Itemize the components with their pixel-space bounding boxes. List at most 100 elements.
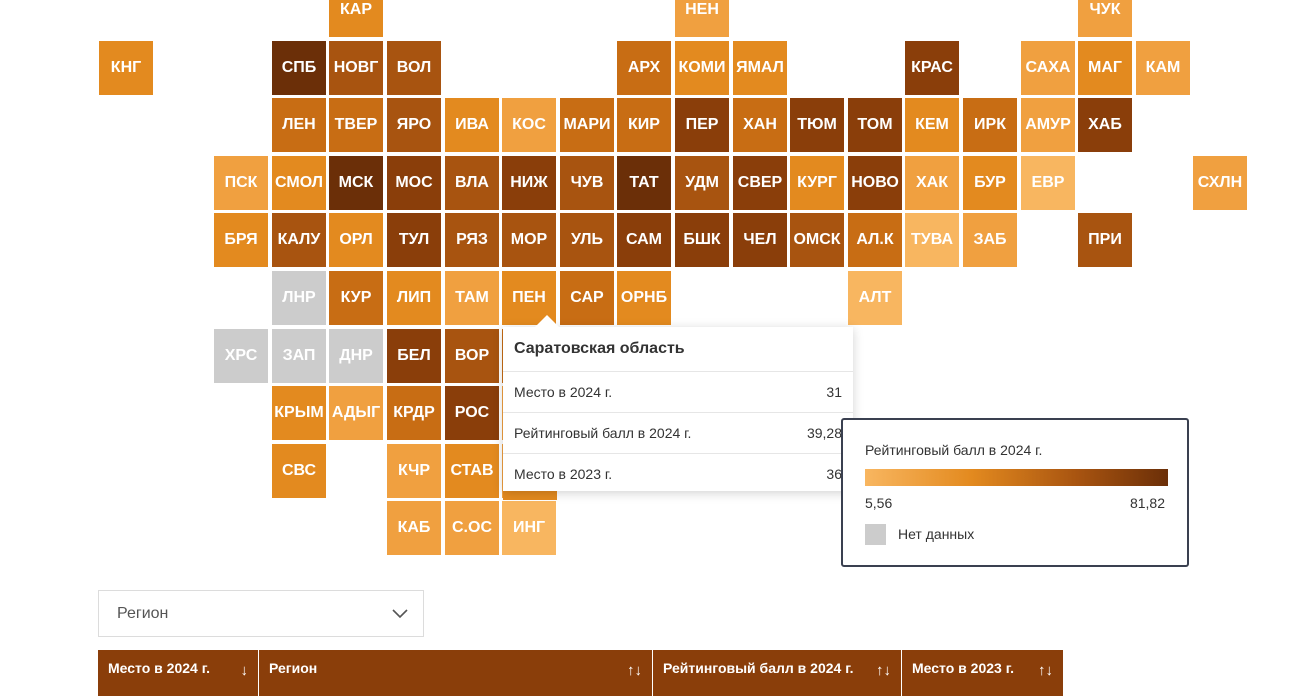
region-tile[interactable]: НЕН	[675, 0, 729, 37]
column-header-rank-2024[interactable]: Место в 2024 г. ↓	[98, 650, 259, 696]
tooltip-row-value: 39,28	[806, 425, 842, 441]
region-tile[interactable]: ЧУВ	[560, 156, 614, 210]
region-tile[interactable]: СМОЛ	[272, 156, 326, 210]
region-tile[interactable]: ЗАП	[272, 329, 326, 383]
region-tile[interactable]: ИНГ	[502, 501, 556, 555]
tooltip-row-rank-2024: Место в 2024 г. 31	[503, 371, 853, 412]
region-tile[interactable]: МАГ	[1078, 41, 1132, 95]
region-tile[interactable]: ЕВР	[1021, 156, 1075, 210]
region-tile[interactable]: НОВО	[848, 156, 902, 210]
region-tile[interactable]: БЕЛ	[387, 329, 441, 383]
region-tile[interactable]: ПСК	[214, 156, 268, 210]
region-tile[interactable]: САХА	[1021, 41, 1075, 95]
region-tile[interactable]: ХАК	[905, 156, 959, 210]
region-tile[interactable]: КАБ	[387, 501, 441, 555]
region-tile[interactable]: МСК	[329, 156, 383, 210]
region-tile[interactable]: ТОМ	[848, 98, 902, 152]
column-header-score-2024[interactable]: Рейтинговый балл в 2024 г. ↑↓	[653, 650, 902, 696]
region-tile[interactable]: САР	[558, 269, 616, 327]
region-tile[interactable]: КРДР	[387, 386, 441, 440]
tooltip-arrow	[535, 315, 559, 327]
region-tile[interactable]: ЯРО	[387, 98, 441, 152]
region-tile[interactable]: ТУЛ	[387, 213, 441, 267]
region-tile[interactable]: СТАВ	[445, 444, 499, 498]
region-tile[interactable]: ОРНБ	[617, 271, 671, 325]
region-tile[interactable]: ЛИП	[387, 271, 441, 325]
region-tile[interactable]: АРХ	[617, 41, 671, 95]
region-tile[interactable]: ЯМАЛ	[733, 41, 787, 95]
region-tile[interactable]: ТУВА	[905, 213, 959, 267]
region-tile[interactable]: СВС	[272, 444, 326, 498]
region-tile[interactable]: ЗАБ	[963, 213, 1017, 267]
region-tile[interactable]: ЧУК	[1078, 0, 1132, 37]
region-tile[interactable]: НИЖ	[502, 156, 556, 210]
region-tile[interactable]: МОС	[387, 156, 441, 210]
region-tile[interactable]: ВОР	[445, 329, 499, 383]
region-tile[interactable]: ВЛА	[445, 156, 499, 210]
region-tile[interactable]: ТАТ	[617, 156, 671, 210]
region-tile[interactable]: МАРИ	[560, 98, 614, 152]
region-tile-partial[interactable]	[503, 490, 557, 500]
region-tile[interactable]: КРЫМ	[272, 386, 326, 440]
region-tile[interactable]: ТАМ	[445, 271, 499, 325]
region-tile[interactable]: ПЕР	[675, 98, 729, 152]
region-tile[interactable]: САМ	[617, 213, 671, 267]
region-tile[interactable]: ХАН	[733, 98, 787, 152]
region-tile[interactable]: ДНР	[329, 329, 383, 383]
region-tile[interactable]: КРАС	[905, 41, 959, 95]
region-tile[interactable]: УДМ	[675, 156, 729, 210]
legend-min-value: 5,56	[865, 495, 893, 511]
sort-toggle-icon: ↑↓	[876, 661, 891, 679]
sort-toggle-icon: ↑↓	[627, 661, 642, 679]
map-legend: Рейтинговый балл в 2024 г. 5,56 81,82 Не…	[841, 418, 1189, 567]
region-tile[interactable]: АЛ.К	[848, 213, 902, 267]
region-tile[interactable]: ОРЛ	[329, 213, 383, 267]
region-tile[interactable]: БРЯ	[214, 213, 268, 267]
region-tile[interactable]: БУР	[963, 156, 1017, 210]
region-tile[interactable]: УЛЬ	[560, 213, 614, 267]
region-tile[interactable]: С.ОС	[445, 501, 499, 555]
region-select[interactable]: Регион	[98, 590, 424, 637]
region-tile[interactable]: БШК	[675, 213, 729, 267]
region-tile[interactable]: СХЛН	[1193, 156, 1247, 210]
region-tile[interactable]: РОС	[445, 386, 499, 440]
sort-desc-icon: ↓	[240, 661, 249, 679]
legend-max-value: 81,82	[1129, 495, 1165, 511]
column-header-rank-2023[interactable]: Место в 2023 г. ↑↓	[902, 650, 1063, 696]
region-tile[interactable]: КУРГ	[790, 156, 844, 210]
region-tile[interactable]: АДЫГ	[329, 386, 383, 440]
region-tile[interactable]: КАЛУ	[272, 213, 326, 267]
tooltip-row-value: 31	[826, 384, 842, 400]
region-tile[interactable]: КЕМ	[905, 98, 959, 152]
region-tile[interactable]: ТЮМ	[790, 98, 844, 152]
region-tile[interactable]: НОВГ	[329, 41, 383, 95]
region-tile[interactable]: КЧР	[387, 444, 441, 498]
region-tile[interactable]: ЧЕЛ	[733, 213, 787, 267]
region-tile[interactable]: ЛЕН	[272, 98, 326, 152]
region-tile[interactable]: ИВА	[445, 98, 499, 152]
region-tile[interactable]: ХРС	[214, 329, 268, 383]
region-tile[interactable]: КОС	[502, 98, 556, 152]
region-tile[interactable]: РЯЗ	[445, 213, 499, 267]
region-tile[interactable]: ПРИ	[1078, 213, 1132, 267]
column-header-label: Рейтинговый балл в 2024 г.	[663, 660, 854, 676]
region-tile[interactable]: ХАБ	[1078, 98, 1132, 152]
region-tile[interactable]: КИР	[617, 98, 671, 152]
region-tile[interactable]: КАМ	[1136, 41, 1190, 95]
region-tile[interactable]: АЛТ	[848, 271, 902, 325]
column-header-region[interactable]: Регион ↑↓	[259, 650, 653, 696]
region-tile[interactable]: КУР	[329, 271, 383, 325]
region-tile[interactable]: ОМСК	[790, 213, 844, 267]
legend-no-data-label: Нет данных	[898, 526, 975, 542]
region-tile[interactable]: КНГ	[99, 41, 153, 95]
region-tile[interactable]: ЛНР	[272, 271, 326, 325]
region-tile[interactable]: ИРК	[963, 98, 1017, 152]
region-tile[interactable]: СПБ	[272, 41, 326, 95]
region-tile[interactable]: АМУР	[1021, 98, 1075, 152]
region-tile[interactable]: ТВЕР	[329, 98, 383, 152]
region-tile[interactable]: МОР	[502, 213, 556, 267]
region-tile[interactable]: ВОЛ	[387, 41, 441, 95]
region-tile[interactable]: СВЕР	[733, 156, 787, 210]
region-tile[interactable]: КАР	[329, 0, 383, 37]
region-tile[interactable]: КОМИ	[675, 41, 729, 95]
